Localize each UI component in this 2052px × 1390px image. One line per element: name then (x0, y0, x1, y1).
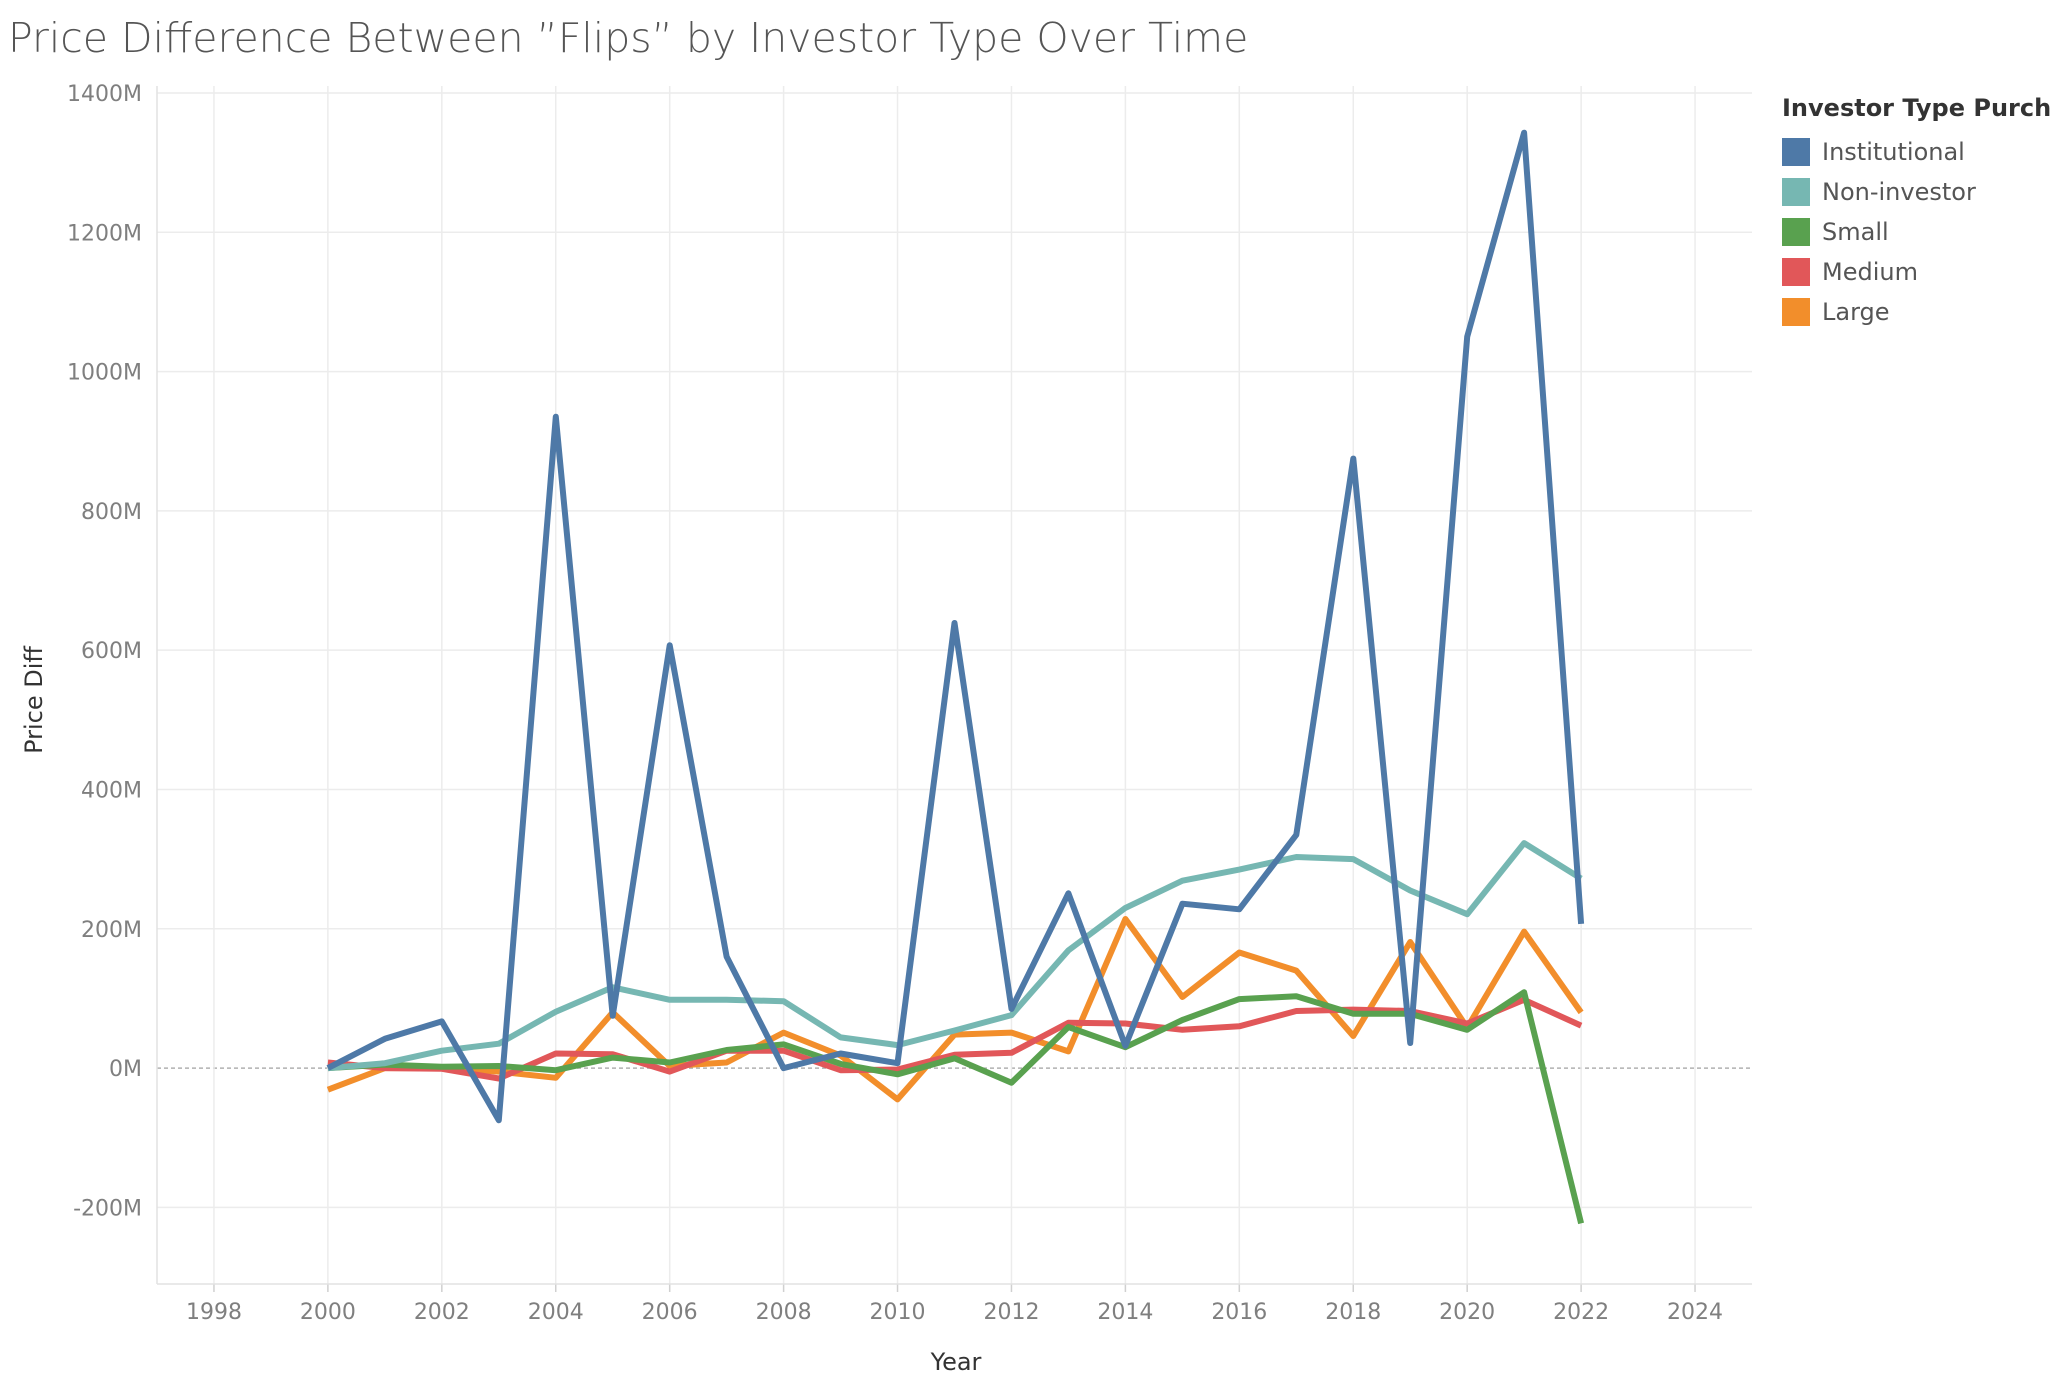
legend-item-small[interactable]: Small (1782, 212, 2052, 252)
y-tick-label: 0M (109, 1057, 142, 1082)
x-tick-label: 2008 (756, 1300, 812, 1325)
y-tick-label: 1200M (67, 221, 142, 246)
x-tick-label: 2006 (642, 1300, 698, 1325)
series-line-medium (327, 996, 1583, 1082)
chart-title: Price Difference Between ”Flips” by Inve… (8, 14, 1249, 62)
x-axis-title: Year (930, 1348, 982, 1376)
legend-title: Investor Type Purchase (1782, 94, 2052, 122)
legend-label: Medium (1822, 258, 1918, 286)
x-tick-label: 2018 (1325, 1300, 1381, 1325)
axes: 1400M 1200M 1000M 800M 600M 400M 200M 0M -200M 19… (67, 82, 1752, 1325)
y-tick-label: 1400M (67, 82, 142, 107)
legend-label: Institutional (1822, 138, 1965, 166)
x-tick-label: 2024 (1667, 1300, 1723, 1325)
y-axis-title: Price Diff (20, 646, 48, 754)
series-lines (326, 129, 1585, 1225)
x-tick-label: 2010 (870, 1300, 926, 1325)
x-tick-label: 2012 (983, 1300, 1039, 1325)
legend-items: Institutional Non-investor Small Medium Larg… (1782, 132, 2052, 332)
y-tick-label: 400M (81, 778, 142, 803)
grid-lines (157, 86, 1752, 1284)
series-line-large (326, 916, 1584, 1103)
y-tick-label: 600M (81, 639, 142, 664)
x-tick-label: 2014 (1097, 1300, 1153, 1325)
legend-swatch (1782, 138, 1810, 166)
legend-item-large[interactable]: Large (1782, 292, 2052, 332)
legend-label: Small (1822, 218, 1889, 246)
series-line-small (327, 989, 1585, 1225)
y-tick-label: -200M (73, 1196, 142, 1221)
x-tick-label: 2000 (300, 1300, 356, 1325)
y-tick-label: 800M (81, 500, 142, 525)
x-tick-label: 2016 (1211, 1300, 1267, 1325)
legend-label: Large (1822, 298, 1890, 326)
x-tick-label: 2002 (414, 1300, 470, 1325)
y-tick-label: 200M (81, 918, 142, 943)
x-tick-label: 2004 (528, 1300, 584, 1325)
y-tick-label: 1000M (67, 361, 142, 386)
series-line-non-investor (327, 840, 1583, 1072)
legend-swatch (1782, 218, 1810, 246)
legend-swatch (1782, 258, 1810, 286)
legend-item-institutional[interactable]: Institutional (1782, 132, 2052, 172)
legend-item-non-investor[interactable]: Non-investor (1782, 172, 2052, 212)
legend-swatch (1782, 178, 1810, 206)
x-tick-label: 2022 (1553, 1300, 1609, 1325)
x-tick-label: 1998 (186, 1300, 242, 1325)
legend-swatch (1782, 298, 1810, 326)
legend: Investor Type Purchase Institutional Non-… (1782, 94, 2052, 332)
series-line-institutional (326, 129, 1585, 1124)
legend-label: Non-investor (1822, 178, 1976, 206)
legend-item-medium[interactable]: Medium (1782, 252, 2052, 292)
x-tick-label: 2020 (1439, 1300, 1495, 1325)
